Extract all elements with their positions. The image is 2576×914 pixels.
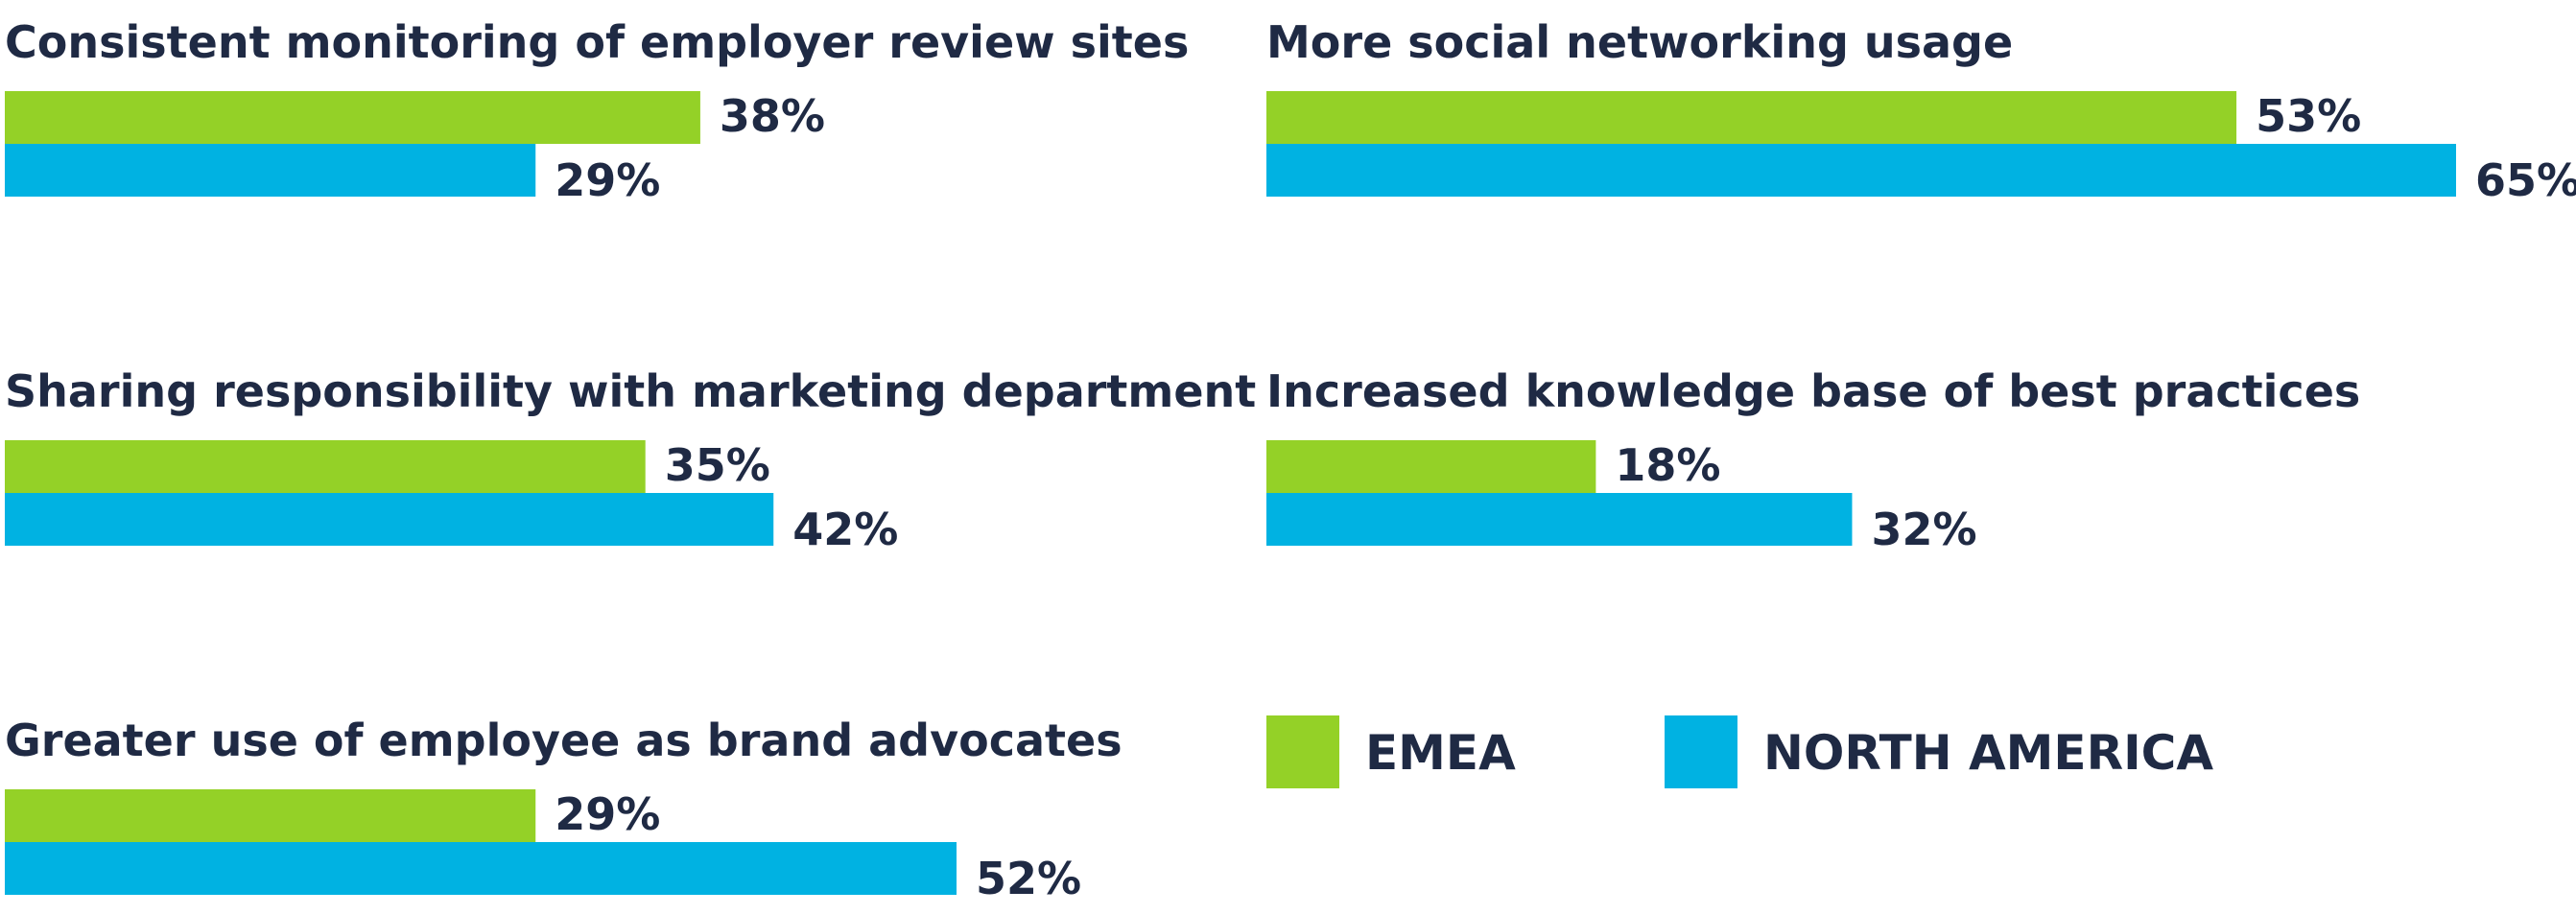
legend-label-north-america: NORTH AMERICA (1763, 725, 2213, 781)
legend-label-emea: EMEA (1365, 725, 1516, 781)
data-label-emea-2: 53% (2256, 90, 2361, 142)
bar-north-america-2 (1266, 144, 2456, 197)
data-label-north-america-3: 42% (792, 504, 898, 555)
data-label-north-america-5: 52% (976, 853, 1081, 904)
category-label-increased-knowledge-base-of-best-practices: Increased knowledge base of best practic… (1266, 365, 2360, 417)
category-label-greater-use-of-employee-as-brand-advocates: Greater use of employee as brand advocat… (5, 715, 1123, 766)
category-label-sharing-responsibility-with-marketing-department: Sharing responsibility with marketing de… (5, 365, 1256, 417)
legend-swatch-emea (1266, 715, 1339, 788)
data-label-emea-1: 38% (720, 90, 825, 142)
data-label-emea-3: 35% (665, 439, 770, 491)
bar-north-america-5 (5, 842, 957, 895)
legend-swatch-north-america (1665, 715, 1737, 788)
bar-emea-3 (5, 440, 646, 493)
bar-north-america-1 (5, 144, 536, 197)
category-label-more-social-networking-usage: More social networking usage (1266, 16, 2013, 68)
bar-emea-2 (1266, 91, 2237, 144)
bar-north-america-4 (1266, 493, 1853, 546)
category-label-consistent-monitoring-of-employer-review-sites: Consistent monitoring of employer review… (5, 16, 1189, 68)
data-label-emea-5: 29% (555, 788, 660, 840)
bar-emea-4 (1266, 440, 1596, 493)
data-label-north-america-2: 65% (2475, 154, 2576, 206)
bar-emea-1 (5, 91, 700, 144)
data-label-north-america-4: 32% (1871, 504, 1976, 555)
data-label-emea-4: 18% (1615, 439, 1720, 491)
bar-north-america-3 (5, 493, 774, 546)
bar-emea-5 (5, 789, 536, 842)
data-label-north-america-1: 29% (555, 154, 660, 206)
